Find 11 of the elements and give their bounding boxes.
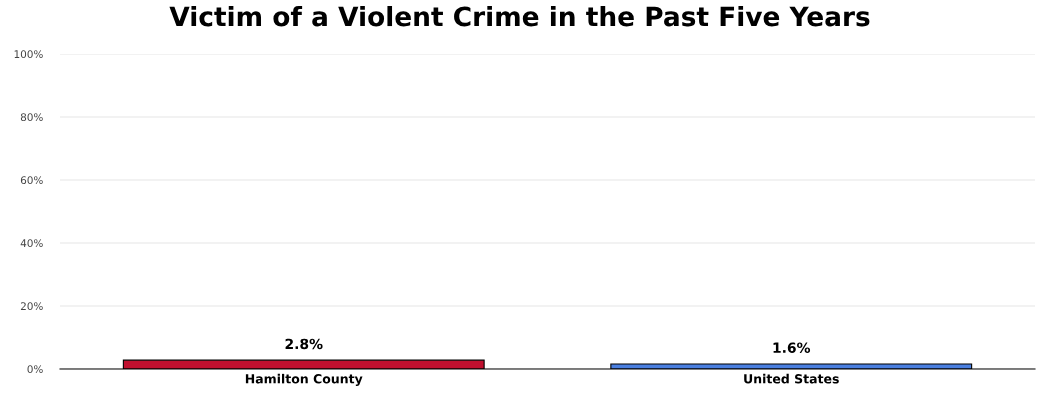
y-tick-label: 40% xyxy=(20,239,43,248)
y-tick-label: 100% xyxy=(14,50,43,59)
y-tick-label: 80% xyxy=(20,113,43,122)
x-tick-label: United States xyxy=(744,373,839,384)
chart-title: Victim of a Violent Crime in the Past Five Years xyxy=(169,6,870,27)
x-tick-label: Hamilton County xyxy=(245,373,363,387)
y-tick-label: 20% xyxy=(20,302,43,311)
y-tick-label: 60% xyxy=(20,176,43,185)
data-label: 2.8% xyxy=(285,338,323,350)
y-tick-label: 0% xyxy=(27,365,43,374)
data-label: 1.6% xyxy=(773,342,811,353)
